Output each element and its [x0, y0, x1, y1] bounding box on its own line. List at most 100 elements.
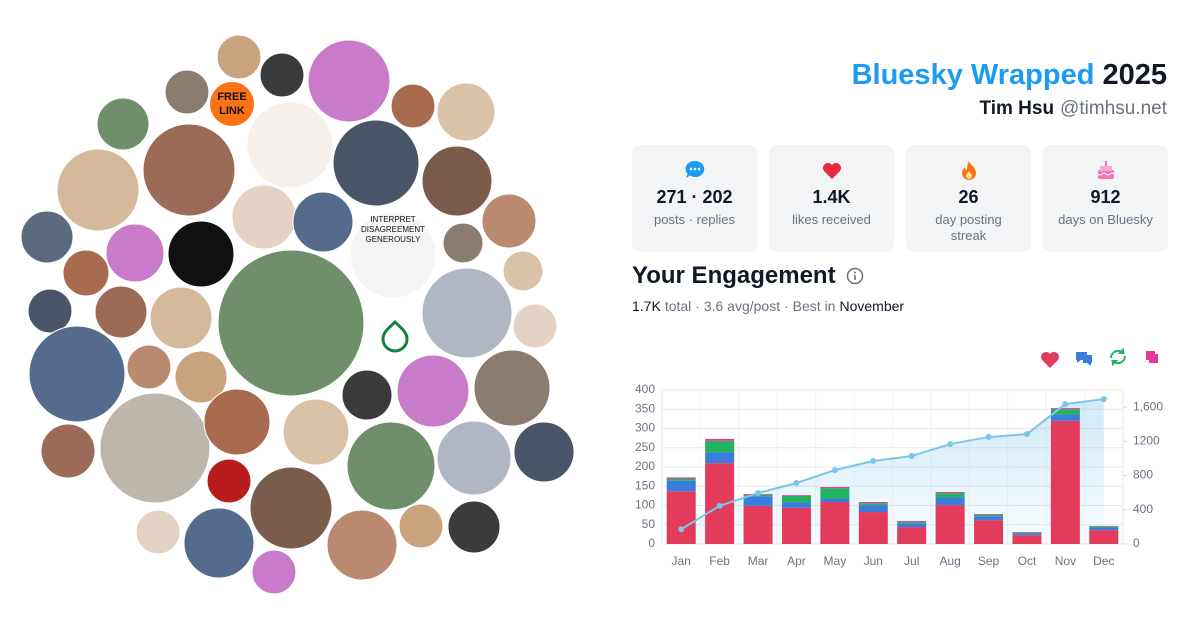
streak-icon [961, 161, 976, 180]
x-tick-label: Aug [939, 554, 960, 568]
bar-segment [897, 521, 927, 524]
bar-segment [935, 492, 965, 494]
bar-segment [666, 477, 696, 479]
avatar [183, 507, 255, 579]
legend-icon[interactable] [1041, 352, 1059, 368]
legend-icon[interactable] [1146, 351, 1158, 363]
avatar [473, 349, 551, 427]
x-tick-label: Oct [1018, 554, 1037, 568]
line-point [831, 467, 838, 474]
posts-icon [685, 160, 704, 178]
bar-segment [935, 497, 965, 506]
y-tick-label: 250 [635, 440, 655, 454]
engagement-heading: Your Engagement [632, 262, 864, 290]
avatar [421, 267, 513, 359]
stat-label: day posting streak [935, 212, 1002, 243]
line-point [985, 434, 992, 441]
y-tick-label: 150 [635, 478, 655, 492]
x-tick-label: Apr [787, 554, 806, 568]
bar-segment [1012, 532, 1042, 534]
avatar [249, 466, 333, 550]
line-point [1023, 431, 1030, 438]
avatar [174, 350, 228, 404]
stat-value: 26 [958, 187, 979, 207]
stat-label: days on Bluesky [1058, 212, 1153, 227]
avatar [341, 369, 393, 421]
cake-icon [1097, 161, 1114, 179]
engagement-chart: 0 50 100 150 200 250 300 350 400 0 400 800 1200 1,600… [635, 347, 1163, 568]
avatar [259, 52, 305, 98]
avatar [142, 123, 236, 217]
stat-card: 271 · 202 posts · replies [632, 145, 757, 252]
bar-segment [743, 496, 773, 506]
bar-segment [781, 495, 811, 503]
info-icon[interactable] [846, 267, 864, 285]
cartoon-text: DISAGREEMENT [361, 225, 425, 234]
avatar [40, 423, 96, 479]
bar-segment [781, 502, 811, 508]
bar-segment [1089, 527, 1119, 531]
bar-segment [1012, 533, 1042, 536]
line-point [908, 453, 915, 460]
avatar [332, 119, 420, 207]
avatar [126, 344, 172, 390]
avatar [105, 223, 165, 283]
legend-glyph [1109, 347, 1127, 367]
bar-segment [1050, 408, 1080, 410]
y-tick-label: 50 [642, 517, 656, 531]
x-tick-label: Jan [672, 554, 691, 568]
stat-card: 26 day posting streak [906, 145, 1031, 252]
stat-label: posts · replies [654, 212, 735, 227]
bar-segment [935, 493, 965, 498]
avatar [421, 145, 493, 217]
x-tick-label: Nov [1055, 554, 1076, 568]
avatar [135, 509, 181, 555]
stat-value: 912 [1090, 187, 1121, 207]
bar-segment [781, 507, 811, 544]
bar-segment [858, 502, 888, 504]
avatar [99, 392, 211, 504]
y2-tick-label: 0 [1133, 536, 1140, 550]
avatar [167, 220, 235, 288]
avatar [292, 191, 354, 253]
avatar [513, 421, 575, 483]
avatar [94, 285, 148, 339]
y-tick-label: 350 [635, 401, 655, 415]
line-point [1062, 401, 1069, 408]
line-point [716, 502, 723, 509]
summary-part: total · [664, 298, 700, 314]
legend-glyph [1146, 351, 1158, 363]
bar-segment [820, 498, 850, 503]
bar-segment [820, 488, 850, 499]
avatar [27, 288, 73, 334]
legend-icon[interactable] [1109, 347, 1127, 367]
avatar [442, 222, 484, 264]
line-point [870, 458, 877, 465]
avatar [251, 549, 297, 595]
bar-segment [974, 520, 1004, 544]
y2-tick-label: 1200 [1133, 434, 1160, 448]
avatar [307, 39, 391, 123]
avatar [326, 509, 398, 581]
avatar [390, 83, 436, 129]
bar-segment [974, 514, 1004, 517]
bar-segment [743, 505, 773, 544]
line-point [755, 490, 762, 497]
legend-icon[interactable] [1076, 352, 1092, 366]
line-point [947, 441, 954, 448]
user-name: Tim Hsu [979, 98, 1055, 119]
user-handle: @timhsu.net [1060, 98, 1167, 119]
summary-part: 3.6 avg/post [703, 298, 781, 314]
avatar [447, 500, 501, 554]
avatar [346, 421, 436, 511]
bar-segment [974, 513, 1004, 515]
stat-value: 271 · 202 [656, 187, 733, 207]
bar-segment [781, 495, 811, 496]
engagement-title: Your Engagement [632, 262, 836, 289]
likes-icon [822, 163, 841, 179]
bar-segment [666, 478, 696, 481]
header: Bluesky Wrapped 2025 Tim Hsu @timhsu.net [852, 56, 1167, 124]
y2-tick-label: 400 [1133, 502, 1153, 516]
bar-segment [1050, 420, 1080, 544]
